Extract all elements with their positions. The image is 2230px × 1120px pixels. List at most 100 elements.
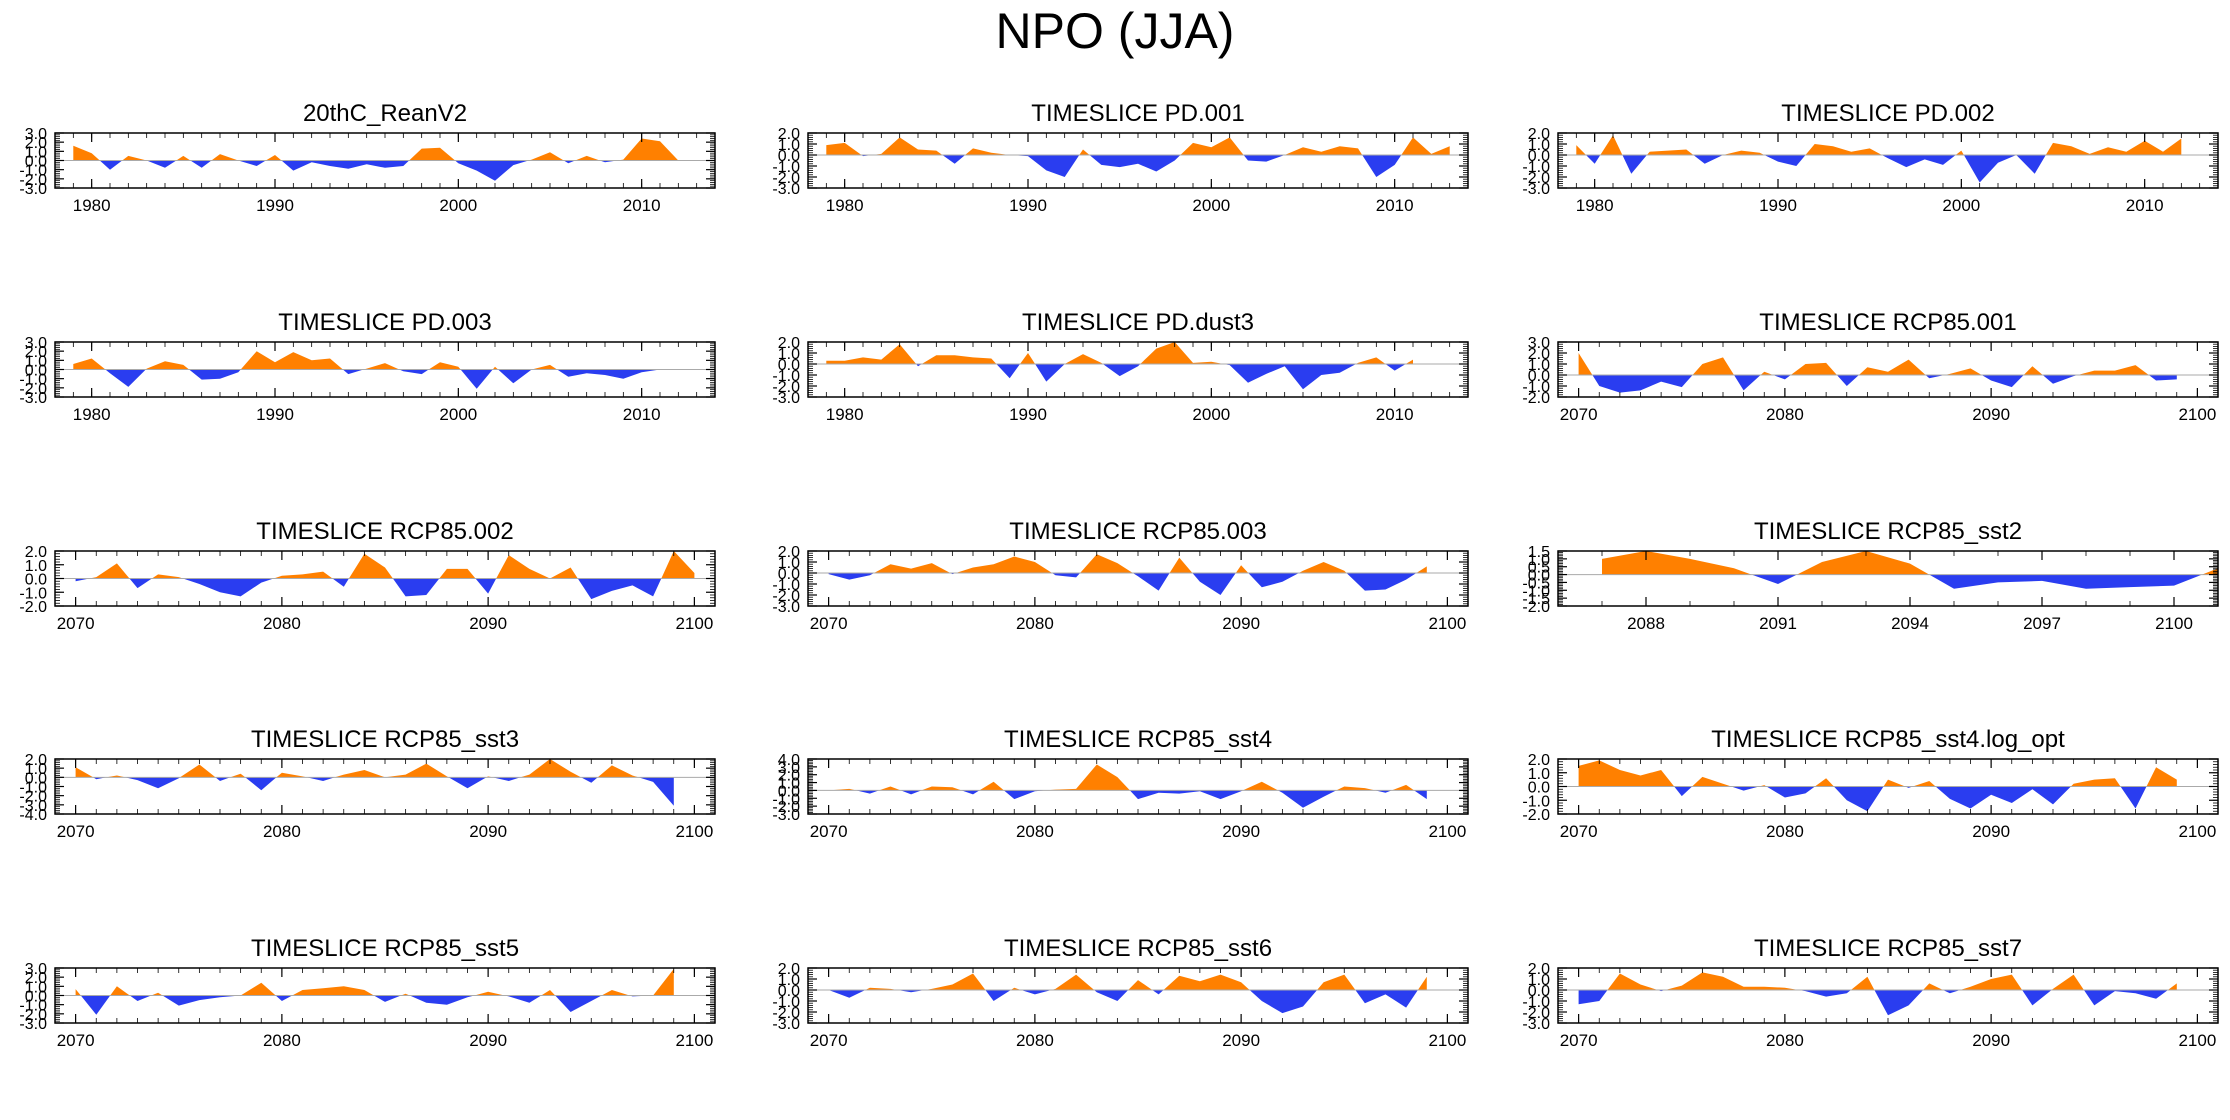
y-tick-label: 0.0	[1528, 368, 1550, 385]
y-tick-label: 1.0	[778, 555, 800, 572]
x-tick-label: 2010	[623, 405, 661, 424]
y-tick-label: 1.0	[1528, 552, 1550, 569]
figure-title: NPO (JJA)	[995, 3, 1235, 59]
panel-1: 20thC_ReanV2 -3.0-2.0-1.00.01.02.03.0 1980…	[19, 100, 716, 215]
positive-area	[1578, 972, 2177, 990]
x-tick-label: 1990	[256, 405, 294, 424]
y-tick-label: -1.5	[1522, 591, 1550, 608]
y-tick-label: 3.0	[778, 760, 800, 777]
y-tick-label: -3.0	[772, 390, 800, 407]
positive-area	[828, 764, 1427, 791]
x-tick-label: 2080	[263, 1031, 301, 1050]
x-tick-label: 2070	[57, 614, 95, 633]
plot-frame	[807, 341, 1469, 398]
y-tick-label: 1.0	[1528, 972, 1550, 989]
negative-area	[1578, 375, 2177, 393]
x-tick-label: 1980	[826, 405, 864, 424]
y-tick-label: 2.0	[778, 335, 800, 352]
y-tick-label: 0.0	[1528, 983, 1550, 1000]
x-tick-label: 2100	[675, 822, 713, 841]
negative-area	[1578, 990, 2177, 1016]
y-tick-label: -1.0	[772, 791, 800, 808]
y-tick-label: -3.0	[1522, 1016, 1550, 1033]
y-tick-label: -1.0	[1522, 793, 1550, 810]
x-tick-label: 2094	[1891, 614, 1929, 633]
y-tick-label: -2.0	[1522, 390, 1550, 407]
x-tick-label: 1980	[73, 196, 111, 215]
y-tick-label: -3.0	[772, 807, 800, 824]
y-tick-label: -2.0	[1522, 807, 1550, 824]
y-tick-label: 0.0	[25, 989, 47, 1006]
x-tick-label: 2070	[57, 1031, 95, 1050]
x-tick-label: 2100	[2178, 822, 2216, 841]
x-tick-label: 2010	[1376, 196, 1414, 215]
x-tick-label: 2090	[469, 1031, 507, 1050]
y-tick-label: 1.0	[25, 761, 47, 778]
y-tick-label: 1.0	[778, 972, 800, 989]
plot-frame	[1557, 550, 2219, 607]
y-tick-label: 3.0	[1528, 335, 1550, 352]
y-tick-label: -2.0	[1522, 599, 1550, 616]
y-tick-label: -2.0	[19, 789, 47, 806]
y-tick-label: 2.0	[1528, 752, 1550, 769]
x-tick-label: 2070	[57, 822, 95, 841]
x-tick-label: 2100	[2178, 405, 2216, 424]
x-tick-label: 2000	[1192, 405, 1230, 424]
positive-area	[826, 342, 1413, 364]
negative-area	[828, 573, 1427, 595]
positive-area	[75, 551, 695, 579]
y-tick-label: 1.0	[1528, 357, 1550, 374]
y-tick-label: -1.0	[772, 368, 800, 385]
x-tick-label: 2090	[469, 822, 507, 841]
panel-title: TIMESLICE RCP85.001	[1759, 309, 2016, 336]
panel-14: TIMESLICE RCP85_sst6 -3.0-2.0-1.00.01.02.…	[772, 935, 1469, 1050]
x-tick-label: 2080	[1016, 822, 1054, 841]
y-tick-label: -2.0	[772, 588, 800, 605]
x-tick-label: 1980	[826, 196, 864, 215]
positive-area	[828, 973, 1427, 990]
y-tick-label: -2.0	[772, 170, 800, 187]
positive-area	[1578, 760, 2177, 787]
panel-12: TIMESLICE RCP85_sst4.log_opt -2.0-1.00.01…	[1522, 726, 2219, 841]
x-tick-label: 2000	[439, 196, 477, 215]
plot-frame	[1557, 341, 2219, 398]
panel-5: TIMESLICE PD.dust3 -3.0-2.0-1.00.01.02.0 1…	[772, 309, 1469, 424]
panel-title: TIMESLICE RCP85_sst2	[1754, 518, 2022, 545]
panel-title: TIMESLICE PD.002	[1781, 100, 1994, 127]
panel-title: TIMESLICE RCP85_sst4	[1004, 726, 1272, 753]
panel-15: TIMESLICE RCP85_sst7 -3.0-2.0-1.00.01.02.…	[1522, 935, 2219, 1050]
y-tick-label: -3.0	[19, 1016, 47, 1033]
y-tick-label: 0.0	[25, 572, 47, 589]
x-tick-label: 2070	[810, 614, 848, 633]
negative-area	[1578, 786, 2177, 812]
panel-8: TIMESLICE RCP85.003 -3.0-2.0-1.00.01.02.0…	[772, 518, 1469, 633]
y-tick-label: -2.0	[772, 1005, 800, 1022]
y-tick-label: -2.0	[19, 381, 47, 398]
y-tick-label: -1.0	[772, 159, 800, 176]
x-tick-label: 2100	[675, 614, 713, 633]
x-tick-label: 2100	[675, 1031, 713, 1050]
x-tick-label: 2010	[623, 196, 661, 215]
negative-area	[75, 995, 674, 1015]
x-tick-label: 2010	[2126, 196, 2164, 215]
x-tick-label: 2100	[1428, 822, 1466, 841]
panel-title: TIMESLICE PD.003	[278, 309, 491, 336]
x-tick-label: 2080	[263, 614, 301, 633]
x-tick-label: 2080	[1766, 822, 1804, 841]
x-tick-label: 2100	[1428, 1031, 1466, 1050]
x-tick-label: 2000	[1942, 196, 1980, 215]
x-tick-label: 2070	[1560, 405, 1598, 424]
y-tick-label: -2.0	[1522, 170, 1550, 187]
y-tick-label: -2.0	[19, 172, 47, 189]
x-tick-label: 2100	[2155, 614, 2193, 633]
panel-4: TIMESLICE PD.003 -3.0-2.0-1.00.01.02.03.0…	[19, 309, 716, 424]
negative-area	[73, 369, 679, 389]
y-tick-label: 2.0	[778, 544, 800, 561]
plot-frame	[807, 758, 1469, 815]
x-tick-label: 2090	[1222, 822, 1260, 841]
x-tick-label: 2080	[1016, 1031, 1054, 1050]
negative-area	[828, 990, 1427, 1014]
y-tick-label: 1.0	[25, 979, 47, 996]
panel-3: TIMESLICE PD.002 -3.0-2.0-1.00.01.02.0 198…	[1522, 100, 2219, 215]
positive-area	[75, 968, 674, 996]
